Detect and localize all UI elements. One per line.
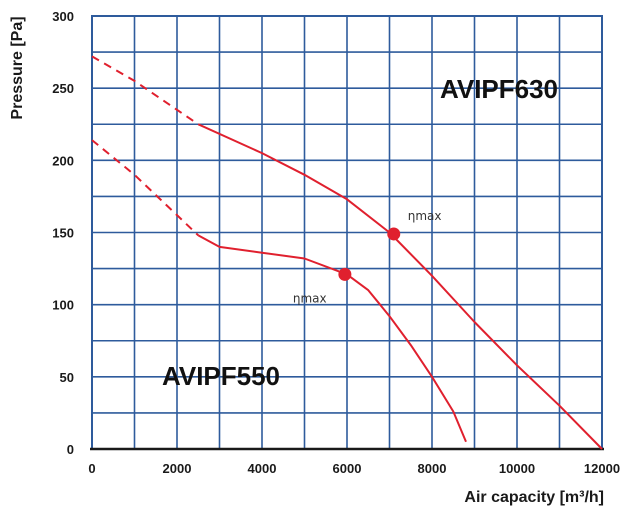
- x-axis-title: Air capacity [m³/h]: [464, 489, 604, 506]
- series-avipf630-dashed-line: [91, 55, 199, 126]
- x-tick-label: 0: [88, 461, 95, 476]
- x-tick-label: 12000: [584, 461, 620, 476]
- y-tick-label: 250: [52, 81, 74, 96]
- max-efficiency-label-avipf550: ηmax: [293, 291, 327, 305]
- series-label-avipf630: AVIPF630: [440, 74, 558, 104]
- y-tick-label: 150: [52, 226, 74, 241]
- axes: 0 2000 4000 6000 8000 10000 12000 0 50 100 150 200 2…: [52, 9, 620, 476]
- x-tick-label: 8000: [418, 461, 447, 476]
- labels: Pressure [Pa] Air capacity [m³/h] AVIPF6…: [9, 16, 604, 506]
- series-avipf550-dashed-line: [91, 139, 199, 237]
- series-avipf630-line: [197, 123, 603, 450]
- series-label-avipf550: AVIPF550: [162, 361, 280, 391]
- x-tick-label: 10000: [499, 461, 535, 476]
- x-tick-label: 6000: [333, 461, 362, 476]
- y-axis-title: Pressure [Pa]: [9, 16, 26, 119]
- y-tick-label: 0: [67, 442, 74, 457]
- x-tick-label: 4000: [248, 461, 277, 476]
- max-efficiency-point-avipf550: [338, 267, 352, 281]
- series-avipf550-line: [197, 234, 467, 443]
- x-tick-label: 2000: [163, 461, 192, 476]
- max-efficiency-label-avipf630: ηmax: [408, 209, 442, 223]
- y-tick-label: 100: [52, 298, 74, 313]
- y-tick-label: 300: [52, 9, 74, 24]
- series-lines: ηmax ηmax: [91, 55, 603, 450]
- y-tick-label: 50: [60, 370, 74, 385]
- y-tick-label: 200: [52, 153, 74, 168]
- max-efficiency-point-avipf630: [387, 227, 401, 241]
